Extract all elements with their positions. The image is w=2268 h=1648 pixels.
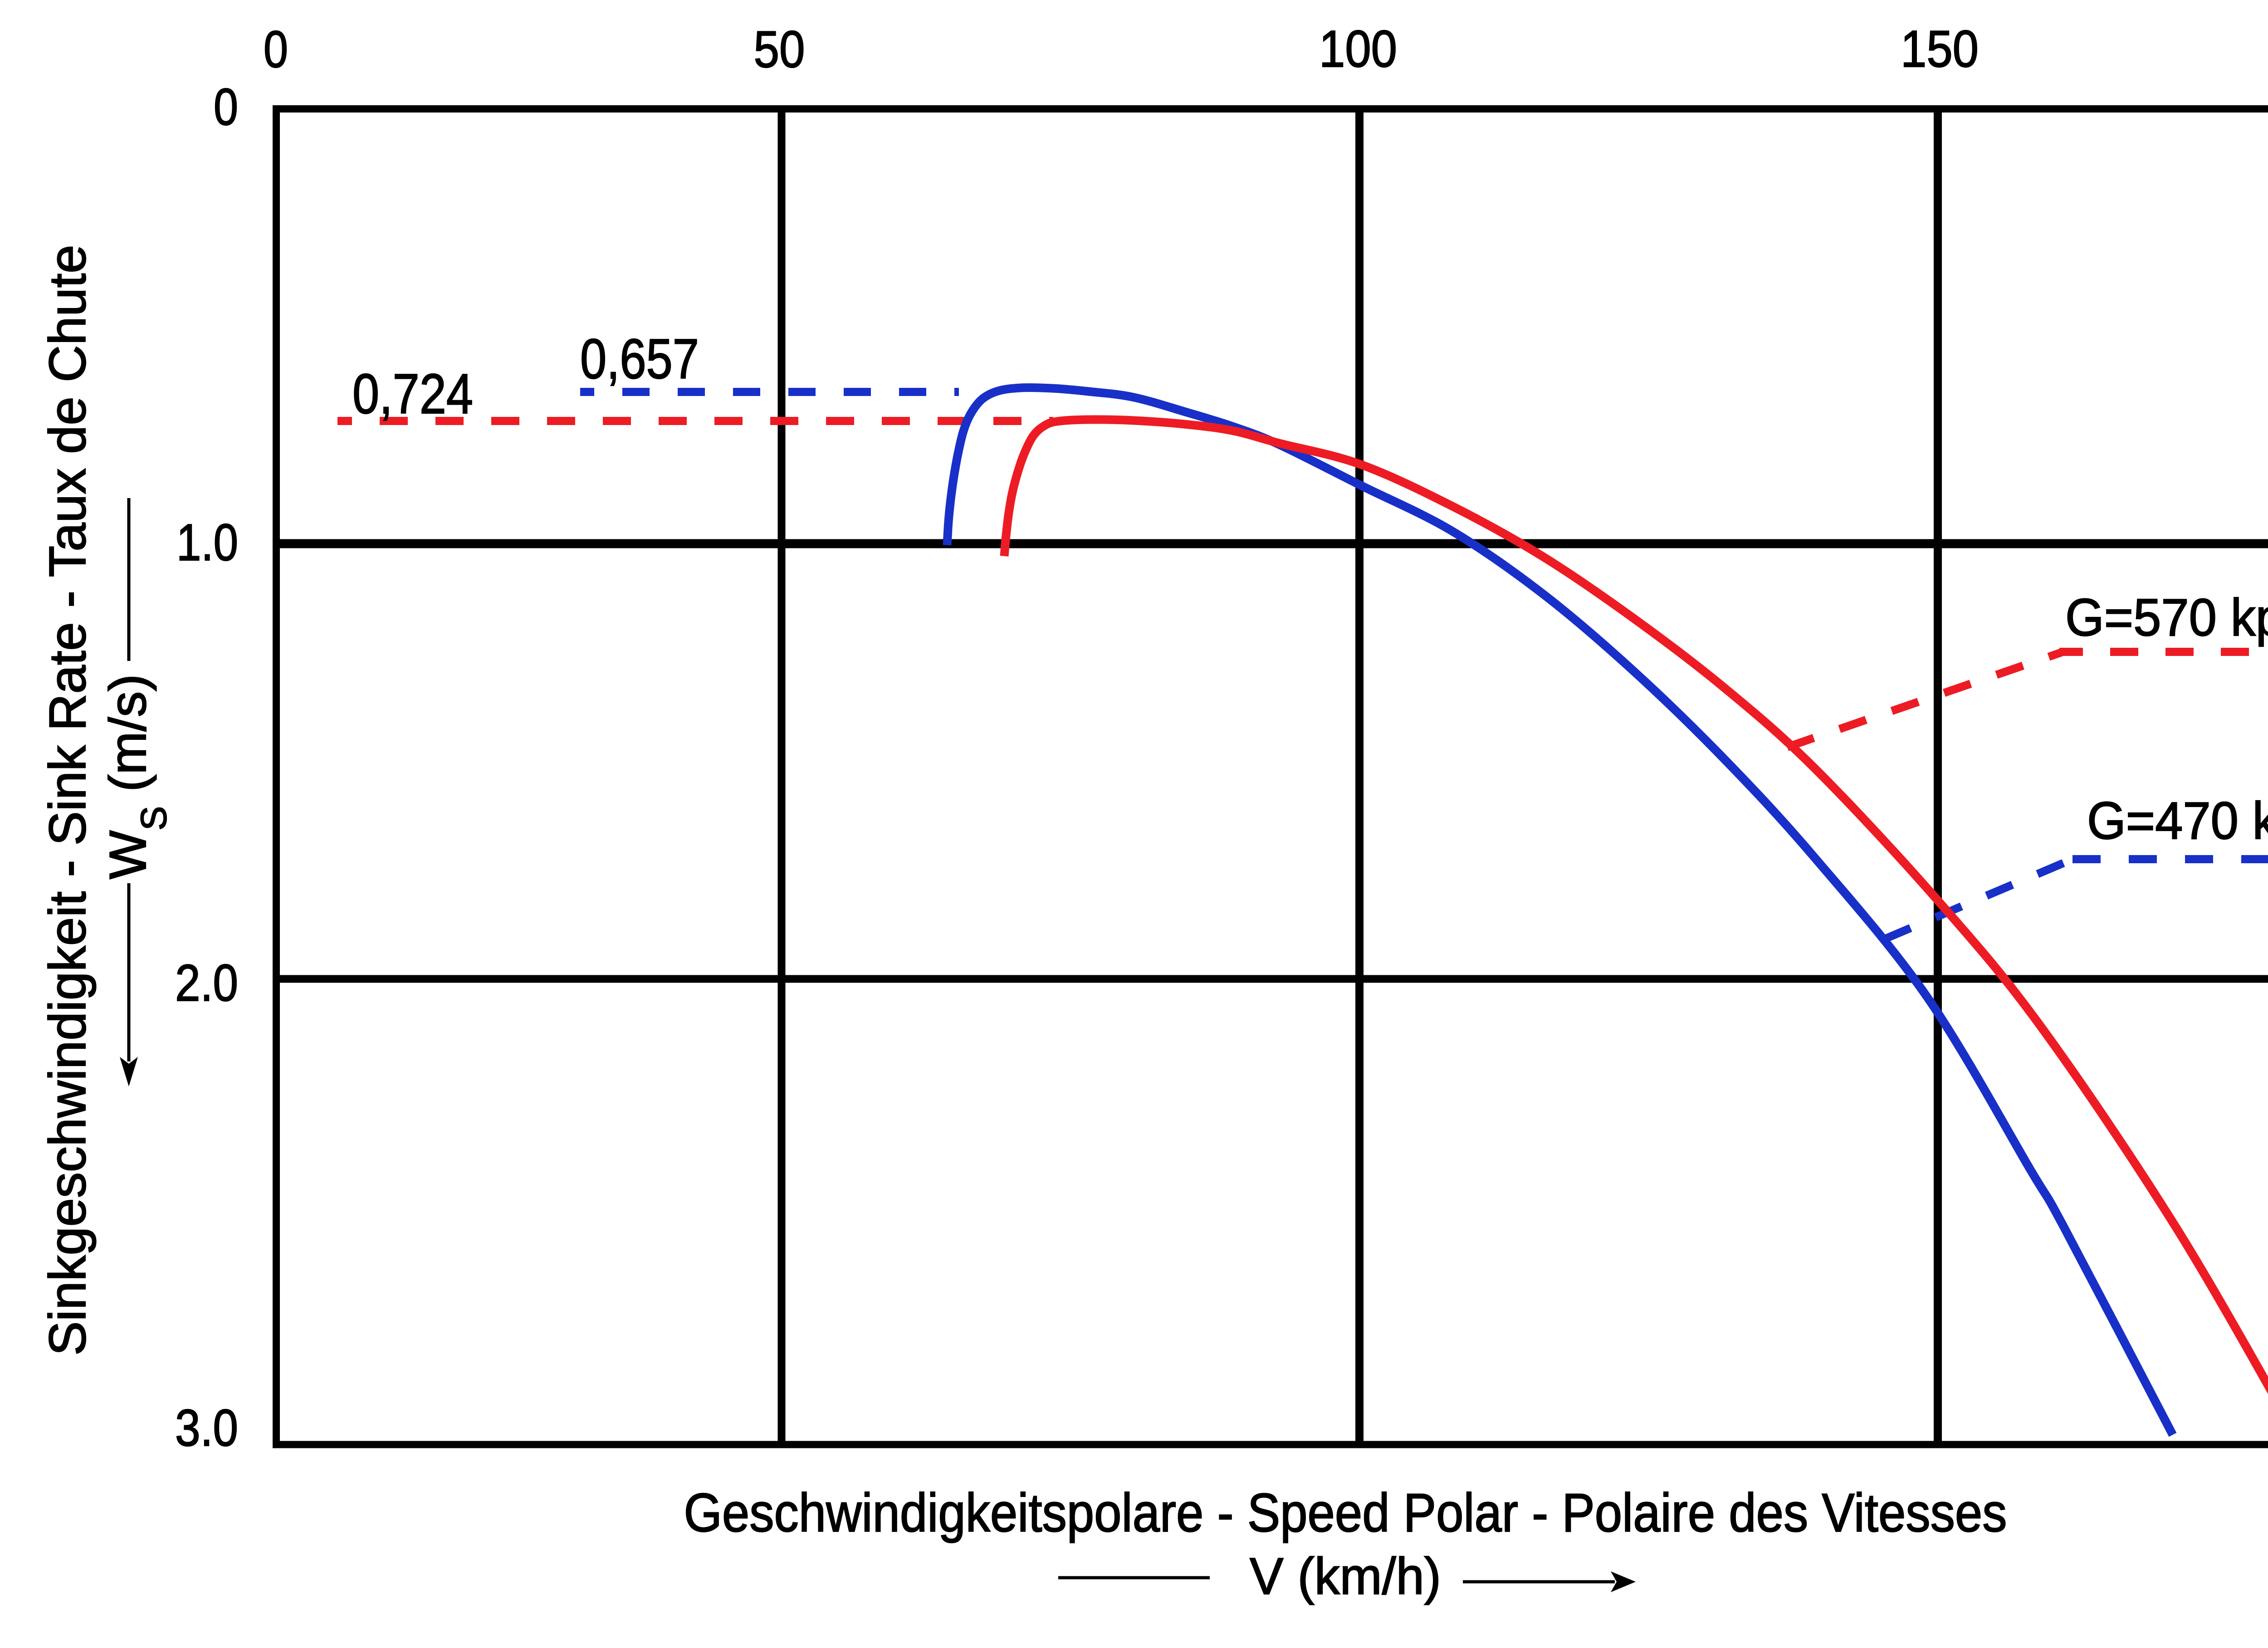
svg-text:3.0: 3.0 [175, 1399, 238, 1457]
svg-text:Geschwindigkeitspolare - Speed: Geschwindigkeitspolare - Speed Polar - P… [684, 1482, 2007, 1543]
svg-text:WS (m/s): WS (m/s) [99, 674, 174, 879]
svg-text:V (km/h): V (km/h) [1250, 1548, 1441, 1605]
svg-text:2.0: 2.0 [175, 954, 238, 1012]
svg-text:0: 0 [214, 78, 238, 136]
svg-text:150: 150 [1901, 20, 1979, 78]
svg-text:50: 50 [754, 21, 805, 78]
svg-text:0,657: 0,657 [580, 328, 699, 391]
svg-text:0,724: 0,724 [352, 363, 473, 425]
svg-text:Sinkgeschwindigkeit - Sink Rat: Sinkgeschwindigkeit - Sink Rate - Taux d… [39, 245, 97, 1356]
svg-text:100: 100 [1319, 20, 1397, 78]
svg-text:G=570 kp: G=570 kp [2065, 588, 2268, 647]
svg-text:0: 0 [264, 21, 288, 78]
svg-text:1.0: 1.0 [176, 514, 238, 572]
svg-text:G=470 kp: G=470 kp [2087, 791, 2268, 850]
